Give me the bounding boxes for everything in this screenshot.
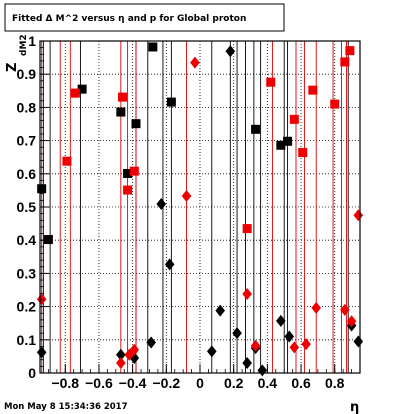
square-marker <box>266 77 276 87</box>
square-marker <box>129 166 139 176</box>
y-tick-label: 0.7 <box>17 133 37 149</box>
x-tick-label: −0.6 <box>85 375 113 391</box>
square-marker <box>148 42 158 52</box>
diamond-marker <box>340 303 350 316</box>
title-frame <box>4 3 285 32</box>
square-marker <box>340 57 350 67</box>
diamond-marker <box>250 339 261 352</box>
square-marker <box>276 140 286 150</box>
chart-title: Fitted Δ M^2 versus η and p for Global p… <box>12 14 246 24</box>
x-tick-label: −0.4 <box>119 375 147 391</box>
x-tick-label: 0.4 <box>258 375 278 391</box>
x-tick-label: 0 <box>196 375 204 391</box>
y-tick-label: 0.8 <box>17 99 37 115</box>
x-tick-label: 0.8 <box>325 375 345 391</box>
diamond-marker <box>311 301 322 314</box>
y-axis-label: Z dM2 <box>5 34 29 72</box>
diamond-marker <box>116 348 126 361</box>
square-marker <box>37 184 47 194</box>
diamond-marker <box>301 338 311 351</box>
diamond-marker <box>124 348 135 361</box>
diamond-marker <box>232 327 242 340</box>
y-tick-label: 0.6 <box>17 166 37 182</box>
square-marker <box>70 88 80 98</box>
timestamp: Mon May 8 15:34:36 2017 <box>4 402 128 412</box>
square-marker <box>289 114 299 124</box>
y-tick-label: 0 <box>28 365 36 381</box>
axes-layer: 0 0.1 0.2 0.3 0.4 0.5 0.6 0.7 0.8 0.9 1 −0.8 −0.6 −0.… <box>17 33 361 391</box>
diamond-marker <box>276 314 286 327</box>
diamond-marker <box>353 209 364 222</box>
diamond-marker <box>164 258 175 271</box>
diamond-marker <box>156 198 167 211</box>
square-marker <box>242 224 252 234</box>
diamond-marker <box>242 357 252 370</box>
grid-layer <box>40 41 360 373</box>
square-marker <box>308 85 318 95</box>
square-marker <box>123 168 133 178</box>
y-tick-label: 0.4 <box>17 232 37 248</box>
diamond-marker <box>284 330 295 343</box>
diamond-marker <box>146 336 156 349</box>
x-tick-label: 0.6 <box>291 375 311 391</box>
y-tick-label: 1 <box>28 33 36 49</box>
diamond-marker <box>129 352 140 365</box>
diamond-marker <box>36 346 47 359</box>
markers-layer <box>36 42 364 377</box>
y-tick-label: 0.5 <box>17 199 37 215</box>
square-marker <box>330 99 340 109</box>
square-marker <box>116 107 126 117</box>
square-marker <box>345 46 355 56</box>
y-tick-label: 0.1 <box>17 332 37 348</box>
square-marker <box>123 185 133 195</box>
square-marker <box>298 148 308 158</box>
diamond-marker <box>215 304 226 317</box>
square-marker <box>77 84 87 94</box>
y-tick-label: 0.2 <box>17 299 37 315</box>
square-marker <box>62 156 72 166</box>
diamond-marker <box>206 345 217 358</box>
diamond-marker <box>190 56 200 69</box>
square-marker <box>118 92 128 102</box>
diamond-marker <box>116 357 126 370</box>
diamond-marker <box>181 190 192 203</box>
diamond-marker <box>36 293 47 306</box>
square-marker <box>131 119 141 129</box>
y-axis-label-main: Z <box>5 63 20 72</box>
diamond-marker <box>242 287 252 300</box>
square-marker <box>166 97 176 107</box>
x-tick-label: 0.2 <box>224 375 244 391</box>
diamond-marker <box>353 335 364 348</box>
diamond-marker <box>289 341 300 354</box>
y-tick-label: 0.3 <box>17 265 37 281</box>
square-marker <box>283 136 293 146</box>
square-marker <box>43 235 53 245</box>
diamond-marker <box>225 45 236 58</box>
y-tick-label: 0.9 <box>17 66 37 82</box>
x-tick-label: −0.2 <box>152 375 180 391</box>
y-axis-label-sub: dM2 <box>19 34 29 56</box>
square-marker <box>251 124 261 134</box>
x-axis-label: η <box>350 400 359 414</box>
diamond-marker <box>129 343 140 356</box>
diamond-marker <box>346 315 357 328</box>
title-box: Fitted Δ M^2 versus η and p for Global p… <box>4 3 285 32</box>
x-tick-label: −0.8 <box>51 375 79 391</box>
